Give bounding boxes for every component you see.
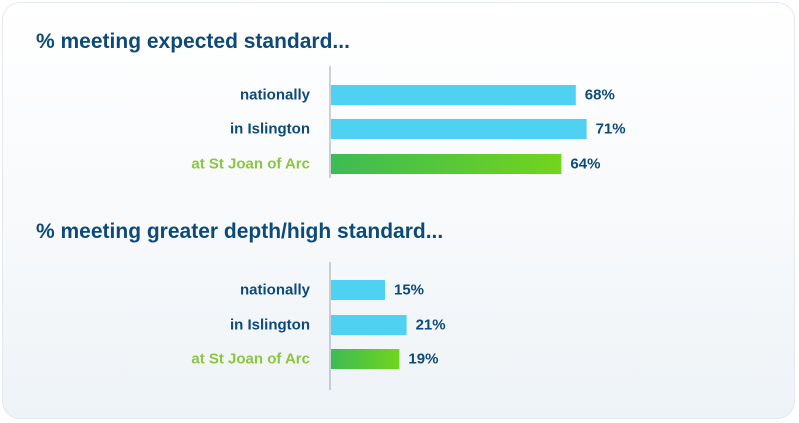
bar bbox=[331, 154, 562, 174]
category-label: nationally bbox=[240, 87, 311, 104]
bar bbox=[331, 85, 576, 105]
value-label: 19% bbox=[408, 351, 438, 368]
category-label: in Islington bbox=[230, 317, 310, 334]
value-label: 71% bbox=[596, 121, 626, 138]
bar bbox=[331, 315, 407, 335]
bar bbox=[331, 349, 400, 369]
bar bbox=[331, 119, 587, 139]
value-label: 15% bbox=[394, 282, 424, 299]
category-label: in Islington bbox=[230, 121, 310, 138]
value-label: 68% bbox=[585, 87, 615, 104]
chart-title-expected: % meeting expected standard... bbox=[36, 30, 350, 53]
chart-expected-standard: nationally 68% in Islington 71% at St Joan o… bbox=[191, 66, 626, 178]
category-label: at St Joan of Arc bbox=[191, 351, 310, 368]
bar bbox=[331, 280, 385, 300]
chart-greater-depth: nationally 15% in Islington 21% at St Joan o… bbox=[191, 262, 446, 390]
category-label: at St Joan of Arc bbox=[191, 156, 310, 173]
chart-title-greater-depth: % meeting greater depth/high standard... bbox=[36, 220, 444, 243]
value-label: 21% bbox=[416, 317, 446, 334]
category-label: nationally bbox=[240, 282, 311, 299]
value-label: 64% bbox=[570, 156, 600, 173]
